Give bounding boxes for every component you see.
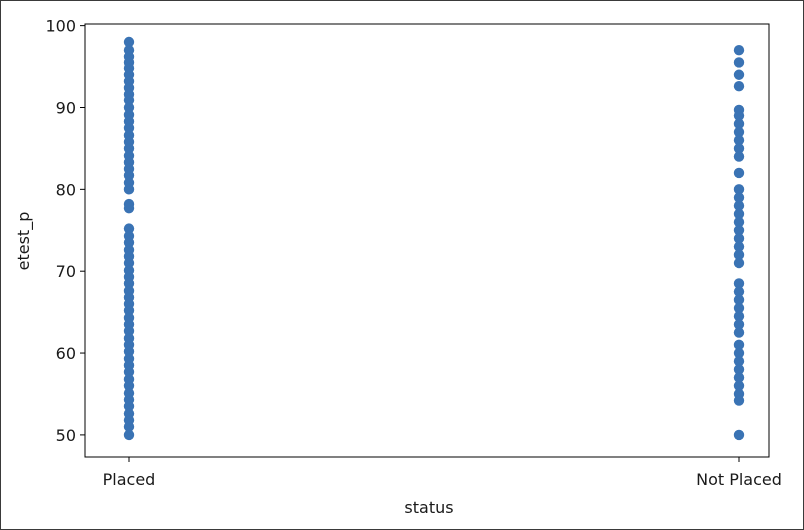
data-point [123, 366, 135, 378]
data-point [123, 36, 135, 48]
data-point [123, 143, 135, 154]
data-point [733, 311, 745, 322]
data-point [733, 327, 745, 338]
data-point [123, 94, 135, 106]
data-point [123, 122, 135, 134]
y-axis-label: etest_p [14, 212, 34, 271]
data-point [733, 380, 745, 391]
data-point [733, 372, 745, 383]
plot-area-frame [84, 23, 770, 458]
data-point [123, 346, 135, 357]
data-point [733, 364, 745, 375]
data-point [733, 151, 745, 162]
data-point [733, 356, 745, 367]
data-point [733, 429, 745, 441]
y-tick-label: 60 [56, 344, 76, 363]
data-point [123, 401, 135, 412]
data-point [123, 223, 135, 234]
data-point [123, 184, 135, 195]
data-point [123, 170, 135, 181]
data-point [733, 339, 745, 351]
data-point [733, 184, 745, 195]
y-tick-label: 80 [56, 180, 76, 199]
data-point [733, 208, 745, 220]
data-point [733, 233, 745, 244]
data-point [733, 278, 745, 289]
data-point [123, 237, 135, 248]
y-tick-label: 100 [45, 17, 76, 36]
data-point [733, 143, 745, 154]
y-tick-label: 70 [56, 262, 76, 281]
data-point [733, 118, 745, 130]
data-point [733, 69, 745, 80]
data-points [123, 36, 745, 441]
data-point [733, 249, 745, 261]
data-point [123, 102, 135, 113]
data-point [123, 325, 135, 337]
data-point [733, 225, 745, 236]
data-point [733, 135, 745, 146]
data-point [733, 347, 745, 359]
data-point [733, 241, 745, 252]
y-axis-ticks: 50 60 70 80 90 100 [45, 17, 85, 445]
data-point [733, 192, 745, 203]
data-point [733, 302, 745, 314]
x-axis-label: status [404, 498, 453, 517]
data-point [733, 167, 745, 179]
data-point [123, 305, 135, 316]
x-tick-label: Not Placed [696, 470, 782, 489]
data-point [123, 380, 135, 391]
data-point [123, 278, 135, 289]
data-point [733, 216, 745, 228]
data-point [733, 57, 745, 68]
data-point [733, 286, 745, 297]
data-point [733, 126, 745, 138]
data-point [123, 202, 135, 214]
data-point [123, 421, 135, 432]
data-point [733, 44, 745, 56]
y-tick-label: 90 [56, 98, 76, 117]
x-tick-label: Placed [103, 470, 156, 489]
data-point [123, 257, 135, 269]
x-axis-ticks: Placed Not Placed [103, 457, 782, 489]
data-point [733, 257, 745, 269]
data-point [733, 81, 745, 92]
data-point [733, 294, 745, 306]
data-point [733, 200, 745, 211]
data-point [733, 319, 745, 330]
data-point [123, 429, 135, 441]
y-tick-label: 50 [56, 426, 76, 445]
data-point [733, 395, 745, 406]
data-point [733, 110, 745, 121]
